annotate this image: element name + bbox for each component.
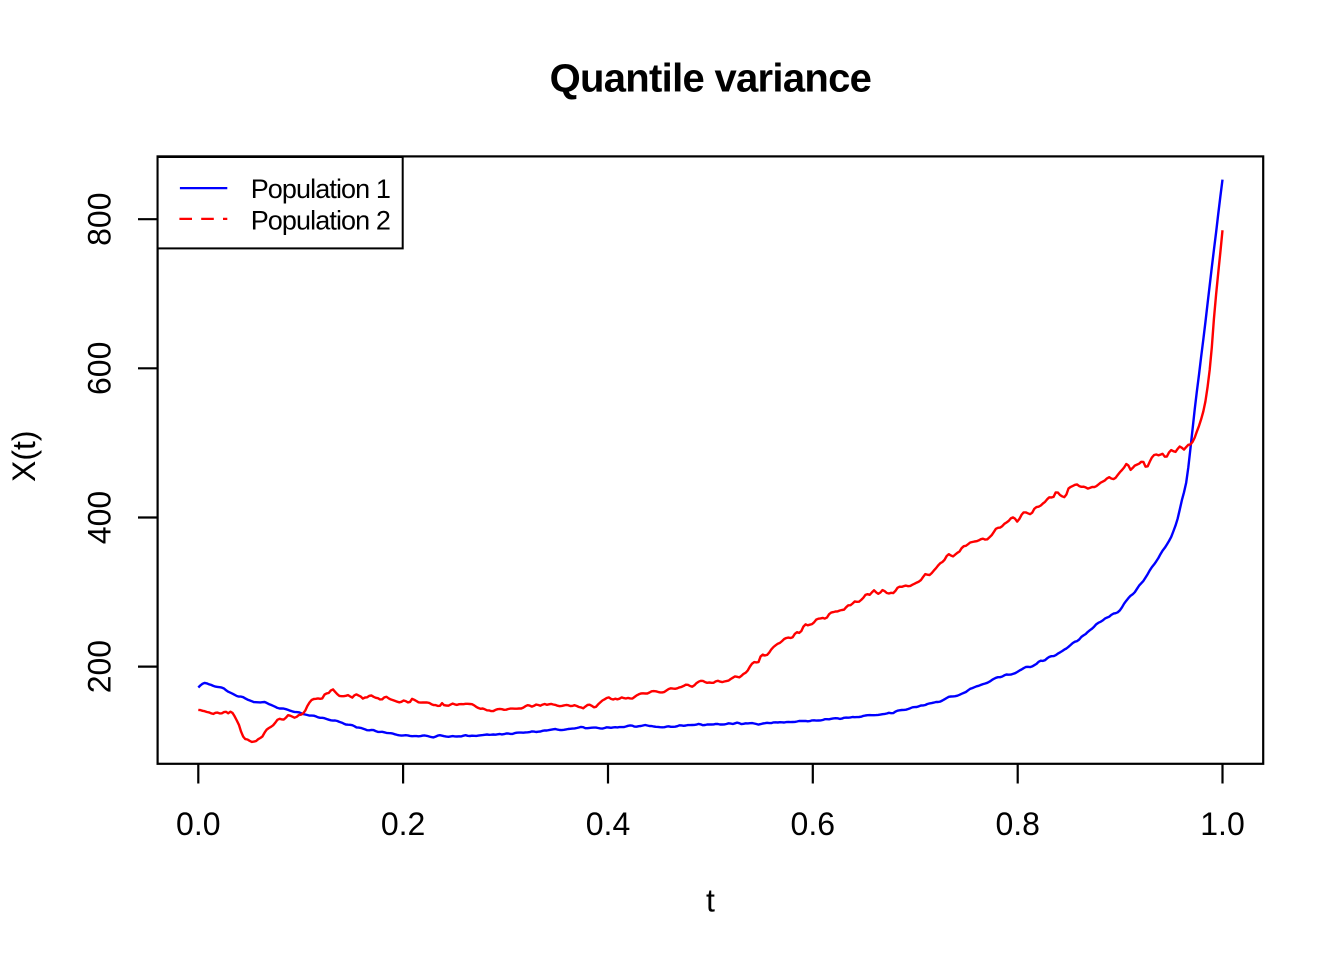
svg-text:800: 800 — [82, 193, 118, 246]
svg-text:0.2: 0.2 — [381, 806, 425, 842]
svg-text:Quantile variance: Quantile variance — [550, 57, 872, 101]
svg-text:0.4: 0.4 — [586, 806, 630, 842]
svg-text:Population 2: Population 2 — [251, 205, 390, 235]
svg-text:600: 600 — [82, 342, 118, 395]
svg-text:0.6: 0.6 — [791, 806, 835, 842]
svg-text:Population 1: Population 1 — [251, 174, 390, 204]
svg-text:0.8: 0.8 — [995, 806, 1039, 842]
svg-text:400: 400 — [82, 491, 118, 544]
svg-text:0.0: 0.0 — [176, 806, 220, 842]
svg-text:1.0: 1.0 — [1200, 806, 1244, 842]
svg-text:200: 200 — [82, 640, 118, 693]
svg-text:t: t — [706, 882, 715, 918]
svg-text:X(t): X(t) — [6, 430, 42, 482]
